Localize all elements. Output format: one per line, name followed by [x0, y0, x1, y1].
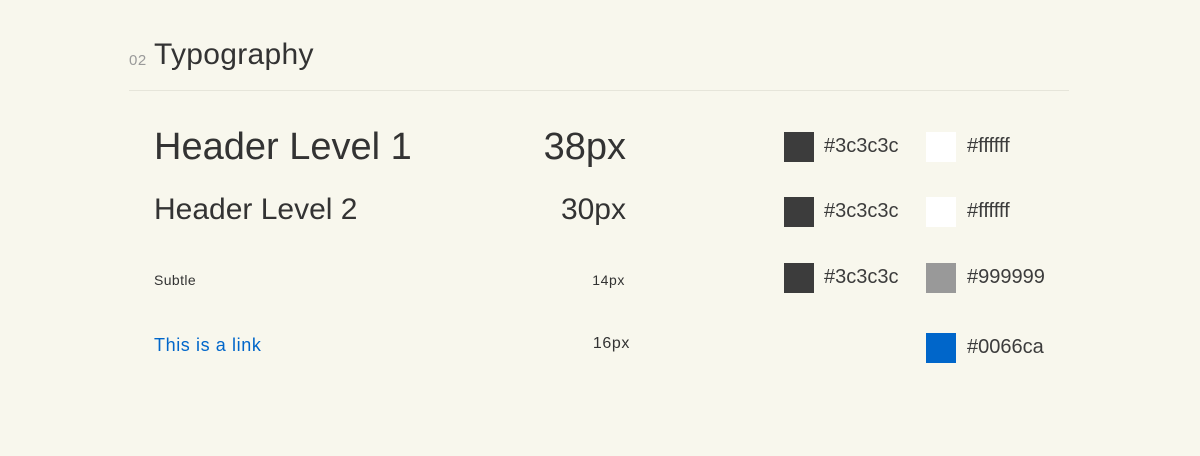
typography-row-h2: Header Level 2 30px #3c3c3c #ffffff	[0, 185, 1200, 240]
color-hex: #3c3c3c	[824, 200, 899, 222]
size-label: 38px	[543, 126, 626, 168]
color-hex: #3c3c3c	[824, 266, 899, 288]
color-swatch	[784, 132, 814, 162]
color-swatch	[784, 263, 814, 293]
section-title: Typography	[154, 38, 314, 71]
color-swatch	[926, 333, 956, 363]
color-swatch	[926, 197, 956, 227]
section-number: 02	[129, 52, 147, 69]
color-swatch	[926, 132, 956, 162]
color-swatch	[926, 263, 956, 293]
size-label: 16px	[592, 335, 630, 352]
section-header: 02 Typography	[129, 38, 1069, 91]
color-hex: #3c3c3c	[824, 135, 899, 157]
size-label: 30px	[560, 193, 626, 226]
typography-row-subtle: Subtle 14px #3c3c3c #999999	[0, 250, 1200, 305]
sample-link[interactable]: This is a link	[154, 335, 262, 355]
typography-row-link: This is a link 16px #0066ca	[0, 320, 1200, 375]
color-hex: #0066ca	[967, 336, 1044, 358]
color-swatch	[784, 197, 814, 227]
sample-subtle: Subtle	[154, 272, 197, 288]
color-hex: #ffffff	[967, 135, 1010, 157]
color-hex: #ffffff	[967, 200, 1010, 222]
color-hex: #999999	[967, 266, 1045, 288]
typography-row-h1: Header Level 1 38px #3c3c3c #ffffff	[0, 120, 1200, 180]
size-label: 14px	[592, 272, 625, 288]
sample-header-level-1: Header Level 1	[154, 126, 412, 168]
sample-header-level-2: Header Level 2	[154, 193, 358, 226]
